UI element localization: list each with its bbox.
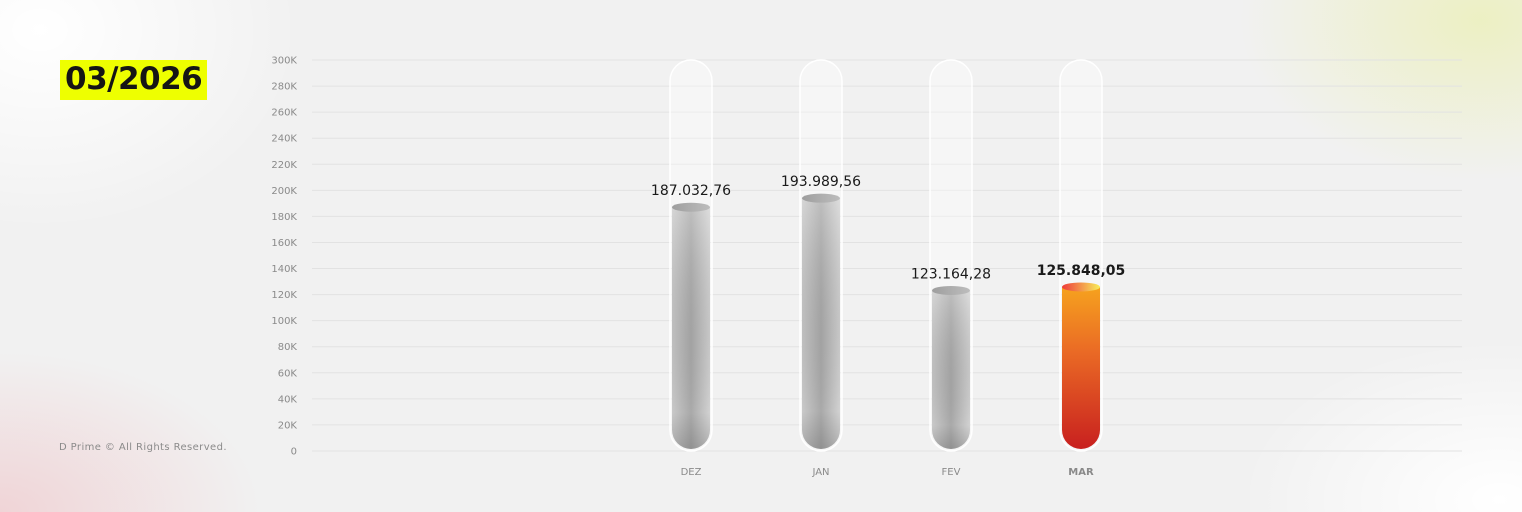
y-tick-label: 200K [271,186,297,197]
y-tick-label: 140K [271,264,297,275]
y-tick-label: 240K [271,134,297,145]
x-category-label: FEV [942,467,961,478]
data-label: 193.989,56 [781,174,861,190]
y-tick-label: 120K [271,290,297,301]
x-category-label: DEZ [681,467,702,478]
bar-top [802,193,840,203]
y-tick-label: 80K [278,342,298,353]
bar-top [1062,282,1100,292]
bar-top [672,202,710,212]
period-label: 03/2026 [60,60,208,100]
y-tick-label: 220K [271,160,297,171]
bar-shade [932,290,970,449]
y-tick-label: 60K [278,368,298,379]
y-tick-label: 280K [271,82,297,93]
x-category-label: JAN [811,467,829,478]
y-tick-label: 300K [271,56,297,67]
y-tick-label: 20K [278,420,298,431]
x-category-label: MAR [1068,467,1094,478]
bar-shade [802,198,840,449]
copyright-text: D Prime © All Rights Reserved. [59,442,227,453]
y-tick-label: 0 [291,447,297,458]
y-tick-label: 160K [271,238,297,249]
bar [1062,286,1100,449]
bar-top [932,285,970,295]
y-tick-label: 100K [271,316,297,327]
bar-shade [672,207,710,449]
data-label: 123.164,28 [911,266,991,282]
y-tick-label: 180K [271,212,297,223]
data-label: 125.848,05 [1037,263,1126,279]
data-label: 187.032,76 [651,183,731,199]
y-tick-label: 260K [271,108,297,119]
y-tick-label: 40K [278,394,298,405]
